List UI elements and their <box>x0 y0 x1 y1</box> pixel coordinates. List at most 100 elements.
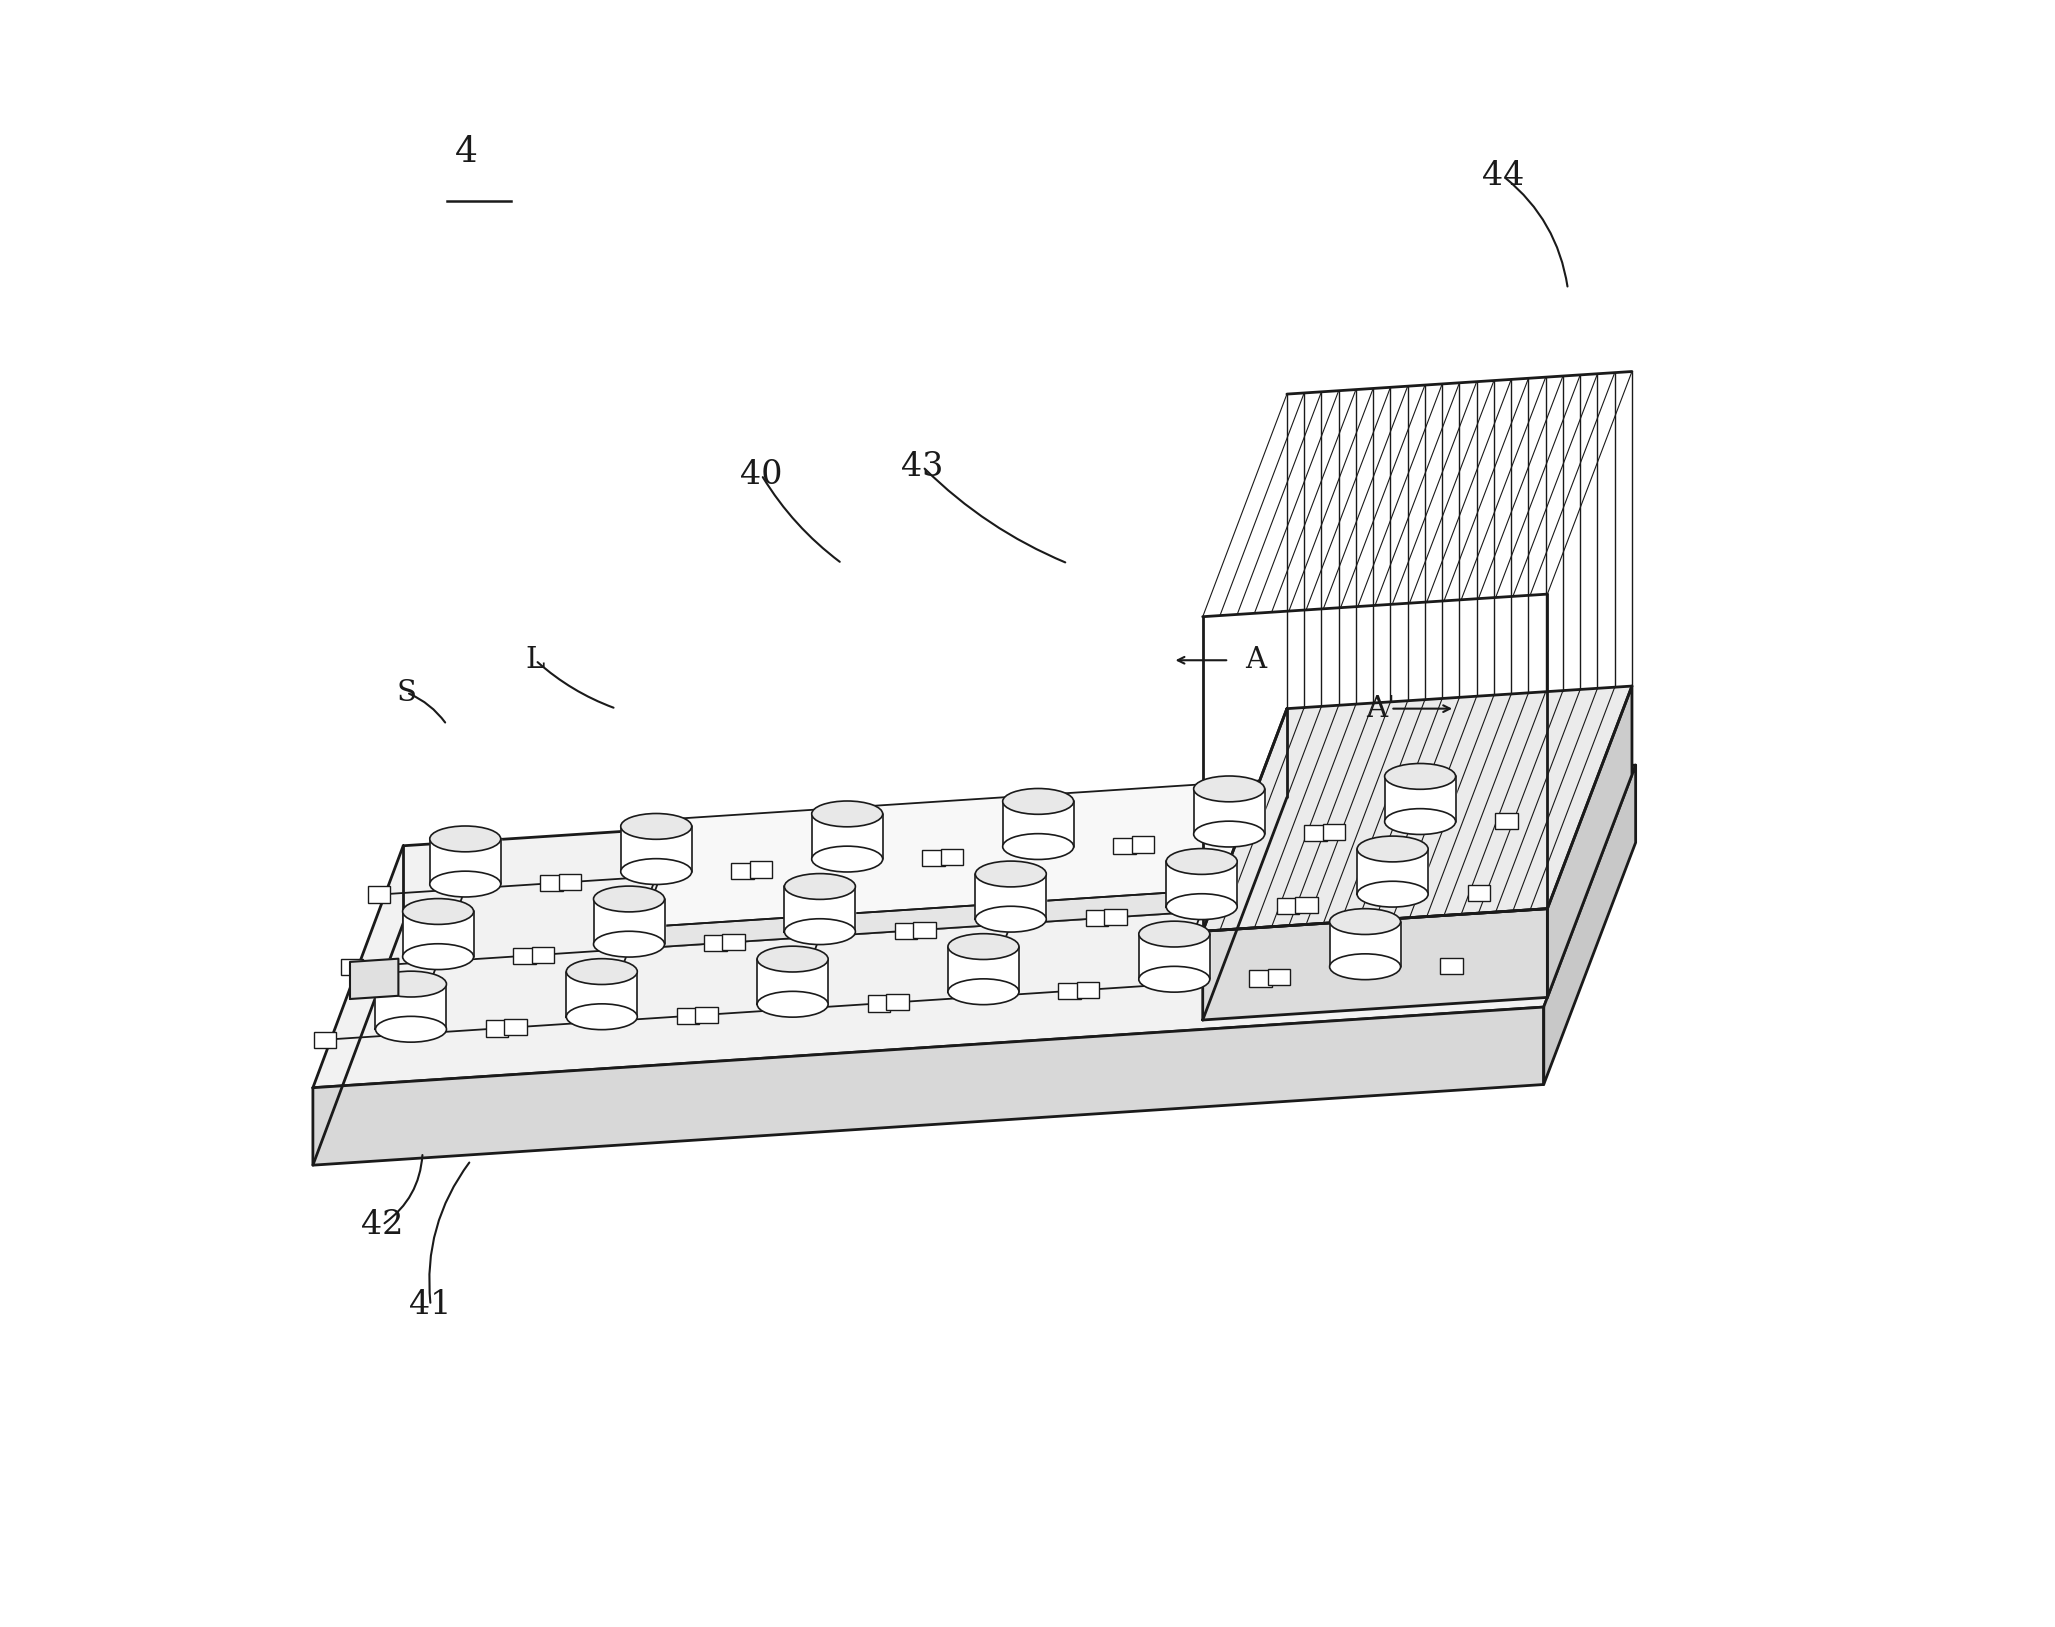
FancyBboxPatch shape <box>886 994 908 1010</box>
Ellipse shape <box>1167 849 1237 874</box>
FancyBboxPatch shape <box>941 849 964 866</box>
Text: A: A <box>1245 646 1266 674</box>
FancyBboxPatch shape <box>695 1007 717 1023</box>
Polygon shape <box>812 814 884 859</box>
FancyBboxPatch shape <box>732 862 754 879</box>
Polygon shape <box>1356 849 1428 895</box>
FancyBboxPatch shape <box>1295 896 1317 913</box>
FancyBboxPatch shape <box>559 874 582 890</box>
Ellipse shape <box>429 870 501 896</box>
Polygon shape <box>785 887 855 932</box>
Text: S: S <box>397 678 417 706</box>
Polygon shape <box>976 874 1046 919</box>
FancyBboxPatch shape <box>1114 838 1136 854</box>
Polygon shape <box>1194 789 1264 835</box>
Ellipse shape <box>785 919 855 945</box>
Polygon shape <box>1547 687 1632 997</box>
FancyBboxPatch shape <box>368 887 390 903</box>
Polygon shape <box>641 866 1591 949</box>
FancyBboxPatch shape <box>1268 970 1291 986</box>
Polygon shape <box>1003 802 1073 846</box>
Text: 4: 4 <box>454 135 479 169</box>
FancyBboxPatch shape <box>503 1019 526 1035</box>
Ellipse shape <box>812 800 884 827</box>
Text: L: L <box>526 646 545 674</box>
Text: A': A' <box>1367 695 1395 722</box>
FancyBboxPatch shape <box>1058 983 1081 999</box>
FancyBboxPatch shape <box>1104 909 1126 926</box>
FancyBboxPatch shape <box>867 996 890 1012</box>
Text: 43: 43 <box>902 451 943 483</box>
FancyBboxPatch shape <box>1496 814 1519 828</box>
Text: 44: 44 <box>1482 161 1525 192</box>
Ellipse shape <box>621 814 693 840</box>
Ellipse shape <box>567 958 637 984</box>
FancyBboxPatch shape <box>1085 909 1108 926</box>
Ellipse shape <box>1003 833 1073 859</box>
Polygon shape <box>567 971 637 1017</box>
FancyBboxPatch shape <box>1467 885 1490 901</box>
Polygon shape <box>1202 687 1632 931</box>
Ellipse shape <box>1330 908 1402 934</box>
Ellipse shape <box>376 971 446 997</box>
Ellipse shape <box>1330 953 1402 979</box>
Polygon shape <box>1167 861 1237 906</box>
FancyBboxPatch shape <box>1249 970 1272 986</box>
Polygon shape <box>1202 908 1547 1020</box>
Ellipse shape <box>1167 893 1237 919</box>
FancyBboxPatch shape <box>485 1020 508 1036</box>
Ellipse shape <box>1194 822 1264 848</box>
Ellipse shape <box>594 931 664 957</box>
Ellipse shape <box>976 861 1046 887</box>
FancyBboxPatch shape <box>1077 981 1099 997</box>
Polygon shape <box>594 900 664 944</box>
Polygon shape <box>429 840 501 883</box>
Polygon shape <box>403 911 473 957</box>
FancyBboxPatch shape <box>532 947 555 963</box>
Ellipse shape <box>1356 882 1428 908</box>
Ellipse shape <box>403 898 473 924</box>
Ellipse shape <box>756 991 828 1017</box>
Ellipse shape <box>785 874 855 900</box>
FancyBboxPatch shape <box>314 1032 337 1048</box>
FancyBboxPatch shape <box>705 936 727 952</box>
Ellipse shape <box>403 944 473 970</box>
Ellipse shape <box>376 1017 446 1043</box>
FancyBboxPatch shape <box>1132 836 1155 853</box>
Ellipse shape <box>1385 763 1455 789</box>
Ellipse shape <box>594 887 664 911</box>
Polygon shape <box>312 1007 1543 1165</box>
Ellipse shape <box>567 1004 637 1030</box>
Polygon shape <box>756 958 828 1004</box>
Polygon shape <box>312 765 1636 1088</box>
Polygon shape <box>376 984 446 1030</box>
Polygon shape <box>621 827 693 872</box>
Ellipse shape <box>429 827 501 853</box>
FancyBboxPatch shape <box>1305 825 1328 841</box>
FancyBboxPatch shape <box>912 921 935 937</box>
FancyBboxPatch shape <box>750 861 773 877</box>
Ellipse shape <box>947 934 1019 960</box>
Polygon shape <box>349 958 399 999</box>
FancyBboxPatch shape <box>341 958 364 975</box>
FancyBboxPatch shape <box>540 875 563 892</box>
Polygon shape <box>1385 776 1455 822</box>
FancyBboxPatch shape <box>676 1007 699 1023</box>
Ellipse shape <box>1385 809 1455 835</box>
Ellipse shape <box>756 947 828 971</box>
Ellipse shape <box>1138 921 1210 947</box>
Ellipse shape <box>812 846 884 872</box>
Text: 40: 40 <box>740 459 783 491</box>
Polygon shape <box>641 757 1632 927</box>
Polygon shape <box>947 947 1019 992</box>
Ellipse shape <box>947 979 1019 1004</box>
Ellipse shape <box>1138 966 1210 992</box>
FancyBboxPatch shape <box>894 923 917 939</box>
FancyBboxPatch shape <box>1323 823 1346 840</box>
Polygon shape <box>1330 921 1402 966</box>
Ellipse shape <box>976 906 1046 932</box>
FancyBboxPatch shape <box>723 934 746 950</box>
FancyBboxPatch shape <box>923 851 945 866</box>
Ellipse shape <box>1194 776 1264 802</box>
Ellipse shape <box>621 859 693 885</box>
